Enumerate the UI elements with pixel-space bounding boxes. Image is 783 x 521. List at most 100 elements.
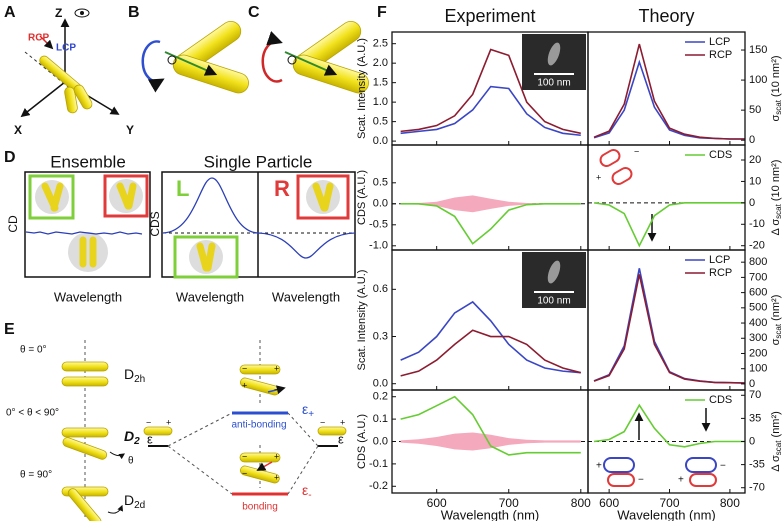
- y-tick-label: -1.0: [369, 240, 388, 252]
- level-label: ε: [147, 431, 153, 446]
- y-tick-label: -0.5: [369, 219, 388, 231]
- sign: +: [242, 380, 247, 390]
- y-tick-label: -0.2: [369, 480, 388, 492]
- y-tick-label: 1.0: [373, 96, 388, 108]
- label-part: Δ σ: [770, 455, 782, 472]
- letter: R: [274, 176, 290, 201]
- x-axis-label: Wavelength (nm): [617, 507, 716, 521]
- label-part: Δ σ: [770, 219, 782, 236]
- label-part: scat: [774, 203, 783, 218]
- charge-signs: − + − + − + + − − + − +: [146, 363, 345, 482]
- symmetry-label: D2: [124, 428, 140, 447]
- sign: −: [242, 363, 247, 373]
- series-line: [400, 329, 581, 377]
- plot-frame: [391, 144, 589, 251]
- y-tick-label: 0.0: [373, 135, 388, 147]
- y-tick-label: 150: [749, 44, 767, 56]
- sign: −: [320, 417, 325, 427]
- y-tick-label: 2.5: [373, 38, 388, 50]
- letter: L: [176, 176, 189, 201]
- level-label: ε: [338, 431, 344, 446]
- plot: 0.0 0.5 1.0 1.5 2.0 2.5 Experiment Scat. Intens…: [356, 6, 589, 147]
- plot: 20 10 0 -10 -20 Δ σscat (10 nm²) CDS: [587, 144, 783, 252]
- panel-a: X Y Z RCP LCP: [14, 6, 134, 137]
- axis-label: X: [14, 123, 22, 137]
- series-line: [400, 395, 581, 456]
- sign: +: [340, 417, 345, 427]
- label-part: σ: [770, 338, 782, 345]
- series-line: [400, 48, 581, 135]
- y-tick-label: 400: [749, 317, 767, 329]
- label-part: (10 nm²): [770, 55, 782, 100]
- angle-label: θ = 0°: [20, 345, 47, 356]
- sign: +: [678, 475, 684, 486]
- sign: −: [634, 146, 639, 156]
- y-tick-label: 0.3: [373, 330, 388, 342]
- plot: 0 100 200 300 400 500 600 700 800 σscat (nm²) LCPR…: [587, 249, 783, 391]
- y-axis-label: Scat. Intensity (A.U.): [356, 38, 368, 139]
- noise-band: [400, 432, 581, 451]
- legend-label: LCP: [709, 36, 730, 48]
- y2-axis-label: σscat (10 nm²): [770, 55, 783, 121]
- axis-label: CD: [6, 215, 20, 233]
- chart-title: Theory: [638, 6, 694, 26]
- panel-c: [261, 20, 369, 94]
- plot: 0.2 0.1 0.0 -0.1 -0.2 600 700 800 Wavelength (nm…: [356, 389, 591, 521]
- sign: −: [242, 468, 247, 478]
- panel-d: Ensemble Single Particle CD Wavelength C…: [6, 152, 356, 304]
- y-tick-label: 600: [749, 287, 767, 299]
- label-part: (nm²): [770, 295, 782, 324]
- y-tick-label: 70: [749, 389, 761, 401]
- rcp-label: RCP: [28, 33, 49, 44]
- panel-label: C: [248, 4, 260, 21]
- sign: +: [596, 461, 602, 472]
- x-tick-label: 600: [427, 496, 447, 510]
- symmetry-label: D2d: [124, 492, 145, 511]
- scale-label: 100 nm: [537, 78, 570, 89]
- sign: +: [274, 451, 279, 461]
- plot: 0.0 0.3 0.6 Scat. Intensity (A.U.) 100 nm: [356, 249, 589, 391]
- panel-label: A: [4, 4, 16, 21]
- y-tick-label: 0.5: [373, 177, 388, 189]
- axis-label: Z: [55, 6, 62, 20]
- y-tick-label: 0.6: [373, 283, 388, 295]
- label-part: scat: [774, 99, 783, 114]
- series-line: [593, 403, 745, 448]
- sign: −: [146, 417, 151, 427]
- legend-label: RCP: [709, 267, 732, 279]
- y-tick-label: 0: [749, 197, 755, 209]
- sign: −: [638, 475, 644, 486]
- y-tick-label: -70: [749, 482, 765, 494]
- y-tick-label: 200: [749, 347, 767, 359]
- noise-band: [400, 195, 581, 213]
- series-line: [593, 43, 745, 140]
- y-tick-label: 0.0: [373, 378, 388, 390]
- y-tick-label: 10: [749, 175, 761, 187]
- y-tick-label: 0.5: [373, 116, 388, 128]
- y-tick-label: 0.2: [373, 391, 388, 403]
- y-tick-label: 0: [749, 134, 755, 146]
- series-line: [400, 300, 581, 374]
- label-part: scat: [774, 440, 783, 455]
- panel-e: θ = 0° D2h 0° < θ < 90° D2 θ θ = 90° D2d…: [6, 340, 347, 521]
- y-tick-label: 700: [749, 271, 767, 283]
- panel-title: Single Particle: [204, 152, 313, 171]
- sign: +: [596, 172, 601, 182]
- y-tick-label: 0.1: [373, 413, 388, 425]
- y-tick-label: 100: [749, 74, 767, 86]
- panel-label: F: [377, 4, 387, 21]
- panel-title: Ensemble: [50, 152, 126, 171]
- y-tick-label: 0.0: [373, 435, 388, 447]
- legend-label: LCP: [709, 254, 730, 266]
- y-tick-label: -10: [749, 218, 765, 230]
- y-tick-label: 0.0: [373, 198, 388, 210]
- series-line: [400, 203, 581, 245]
- label-part: (10 nm²): [770, 160, 782, 205]
- chart-title: Experiment: [444, 6, 535, 26]
- angle-label: θ: [128, 456, 134, 467]
- label-part: scat: [774, 323, 783, 338]
- angle-label: θ = 90°: [20, 470, 52, 481]
- y-axis-label: CDS (A.U.): [356, 170, 368, 225]
